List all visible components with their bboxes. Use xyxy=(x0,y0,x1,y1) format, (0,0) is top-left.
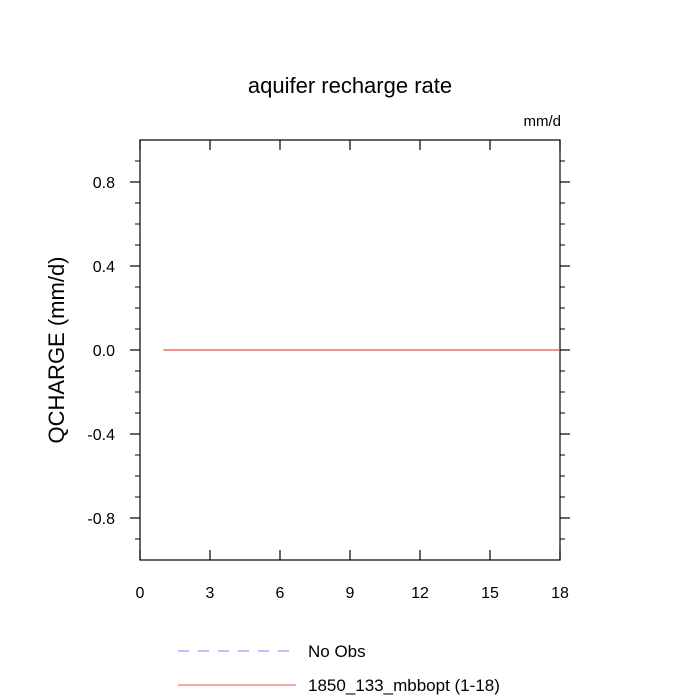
x-tick-label: 0 xyxy=(136,585,145,602)
legend-label: 1850_133_mbbopt (1-18) xyxy=(308,676,500,695)
units-label: mm/d xyxy=(524,113,562,130)
x-tick-label: 12 xyxy=(411,585,429,602)
chart-title: aquifer recharge rate xyxy=(248,73,452,98)
tick-labels: 0 3 6 9 12 15 18 0.8 0.4 0.0 -0.4 -0.8 xyxy=(87,175,569,602)
x-tick-label: 18 xyxy=(551,585,569,602)
x-tick-label: 15 xyxy=(481,585,499,602)
x-tick-label: 3 xyxy=(206,585,215,602)
y-tick-label: -0.8 xyxy=(87,511,115,528)
y-tick-label: -0.4 xyxy=(87,427,115,444)
x-tick-label: 6 xyxy=(276,585,285,602)
legend-label: No Obs xyxy=(308,642,366,661)
x-tick-label: 9 xyxy=(346,585,355,602)
y-tick-label: 0.4 xyxy=(93,259,115,276)
y-tick-label: 0.8 xyxy=(93,175,115,192)
axis-ticks xyxy=(130,140,570,560)
y-axis-label: QCHARGE (mm/d) xyxy=(44,257,69,444)
legend: No Obs 1850_133_mbbopt (1-18) xyxy=(178,642,500,695)
y-tick-label: 0.0 xyxy=(93,343,115,360)
